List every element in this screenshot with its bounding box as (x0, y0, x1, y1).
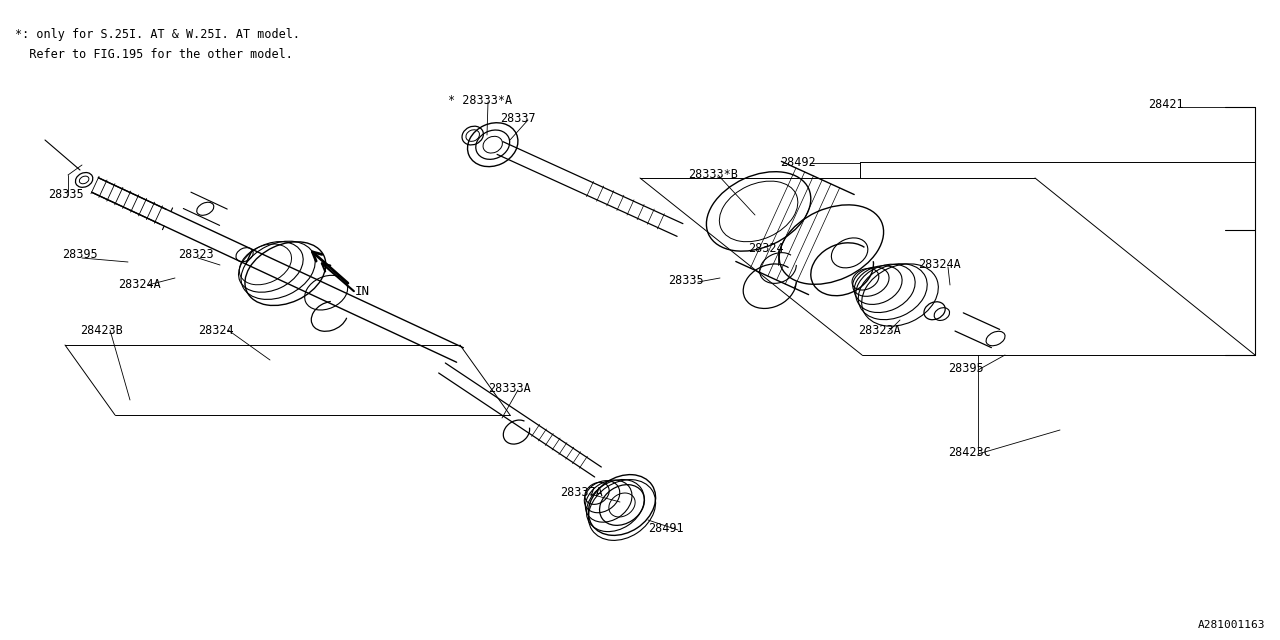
Text: 28323: 28323 (178, 248, 214, 262)
Text: 28324A: 28324A (118, 278, 161, 291)
Text: 28491: 28491 (648, 522, 684, 534)
Text: 28337: 28337 (500, 111, 535, 125)
Text: IN: IN (355, 285, 370, 298)
Text: 28492: 28492 (780, 156, 815, 168)
Text: 28335: 28335 (668, 273, 704, 287)
Text: 28421: 28421 (1148, 99, 1184, 111)
Text: 28324: 28324 (198, 323, 234, 337)
Text: 28333*B: 28333*B (689, 168, 737, 182)
Text: 28335: 28335 (49, 189, 83, 202)
Text: 28337A: 28337A (561, 486, 603, 499)
Text: *: only for S.25I. AT & W.25I. AT model.: *: only for S.25I. AT & W.25I. AT model. (15, 28, 300, 41)
Text: 28423B: 28423B (79, 323, 123, 337)
Text: 28324: 28324 (748, 241, 783, 255)
Text: 28395: 28395 (948, 362, 983, 374)
Text: 28323A: 28323A (858, 323, 901, 337)
Text: 28324A: 28324A (918, 259, 961, 271)
Text: A281001163: A281001163 (1198, 620, 1265, 630)
Text: Refer to FIG.195 for the other model.: Refer to FIG.195 for the other model. (15, 48, 293, 61)
Text: 28395: 28395 (61, 248, 97, 262)
Text: * 28333*A: * 28333*A (448, 93, 512, 106)
Text: 28333A: 28333A (488, 381, 531, 394)
Text: 28423C: 28423C (948, 445, 991, 458)
